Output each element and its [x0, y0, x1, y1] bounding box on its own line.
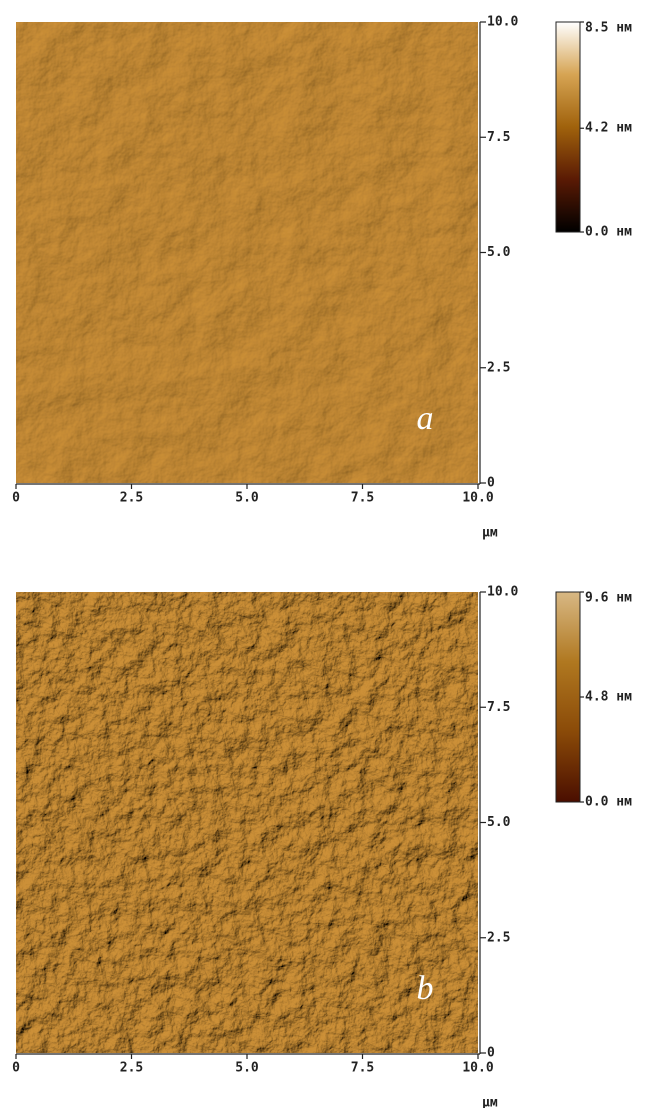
- y-tick-label: 5.0: [487, 245, 511, 260]
- colorbar: [556, 22, 580, 232]
- colorbar-label: 8.5 нм: [585, 21, 632, 36]
- y-tick-label: 5.0: [487, 815, 511, 830]
- y-tick-label: 10.0: [487, 15, 518, 30]
- y-tick-label: 10.0: [487, 585, 518, 600]
- x-tick-label: 7.5: [351, 1061, 374, 1076]
- y-tick-label: 0: [487, 1046, 495, 1061]
- panel-letter: b: [417, 970, 434, 1007]
- colorbar-label: 4.8 нм: [585, 690, 632, 705]
- x-tick-label: 2.5: [120, 1061, 143, 1076]
- x-tick-label: 7.5: [351, 491, 374, 506]
- afm-image: [16, 22, 478, 483]
- x-tick-label: 10.0: [462, 1061, 493, 1076]
- x-tick-label: 5.0: [235, 491, 259, 506]
- y-tick-label: 2.5: [487, 360, 510, 375]
- y-tick-label: 0: [487, 476, 495, 491]
- afm-image: [16, 592, 478, 1053]
- y-tick-label: 2.5: [487, 930, 510, 945]
- colorbar-label: 9.6 нм: [585, 591, 632, 606]
- colorbar-label: 0.0 нм: [585, 225, 632, 240]
- figure: 02.55.07.510.002.55.07.510.0μмa0.0 нм4.2…: [0, 0, 653, 1108]
- x-axis-label: μм: [482, 526, 498, 541]
- x-axis-label: μм: [482, 1096, 498, 1108]
- x-tick-label: 5.0: [235, 1061, 259, 1076]
- colorbar-label: 0.0 нм: [585, 795, 632, 810]
- x-tick-label: 2.5: [120, 491, 143, 506]
- x-tick-label: 0: [12, 491, 20, 506]
- x-tick-label: 0: [12, 1061, 20, 1076]
- panel-letter: a: [417, 400, 434, 437]
- y-tick-label: 7.5: [487, 130, 510, 145]
- y-tick-label: 7.5: [487, 700, 510, 715]
- colorbar: [556, 592, 580, 802]
- colorbar-label: 4.2 нм: [585, 121, 632, 136]
- x-tick-label: 10.0: [462, 491, 493, 506]
